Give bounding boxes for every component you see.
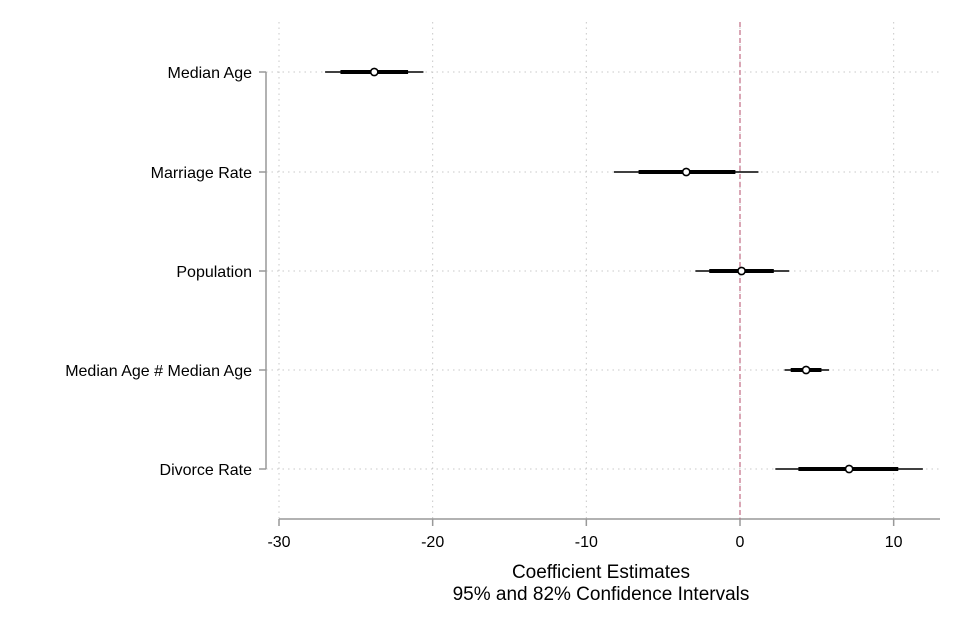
x-axis-title: Coefficient Estimates	[512, 562, 690, 583]
y-category-label: Median Age	[167, 65, 252, 82]
x-tick-label: 10	[885, 534, 903, 551]
coefficient-marks	[325, 67, 923, 474]
axes	[259, 71, 940, 520]
y-category-label: Population	[176, 264, 252, 281]
x-axis-ticks: -30 -20 -10 0 10	[267, 519, 903, 551]
point-estimate	[737, 266, 746, 276]
x-axis-subtitle: 95% and 82% Confidence Intervals	[453, 584, 750, 605]
y-category-label: Divorce Rate	[160, 462, 253, 479]
point-estimate	[844, 464, 854, 474]
point-estimate	[681, 167, 691, 177]
x-tick-label: 0	[736, 534, 745, 551]
x-tick-label: -10	[575, 534, 598, 551]
x-tick-label: -20	[421, 534, 444, 551]
point-estimate	[369, 67, 379, 77]
y-category-label: Median Age # Median Age	[65, 363, 252, 380]
gridlines	[266, 22, 940, 519]
y-axis-labels: Median Age Marriage Rate Population Median …	[65, 65, 252, 479]
x-tick-label: -30	[267, 534, 290, 551]
point-estimate	[801, 365, 811, 375]
y-category-label: Marriage Rate	[151, 165, 252, 182]
